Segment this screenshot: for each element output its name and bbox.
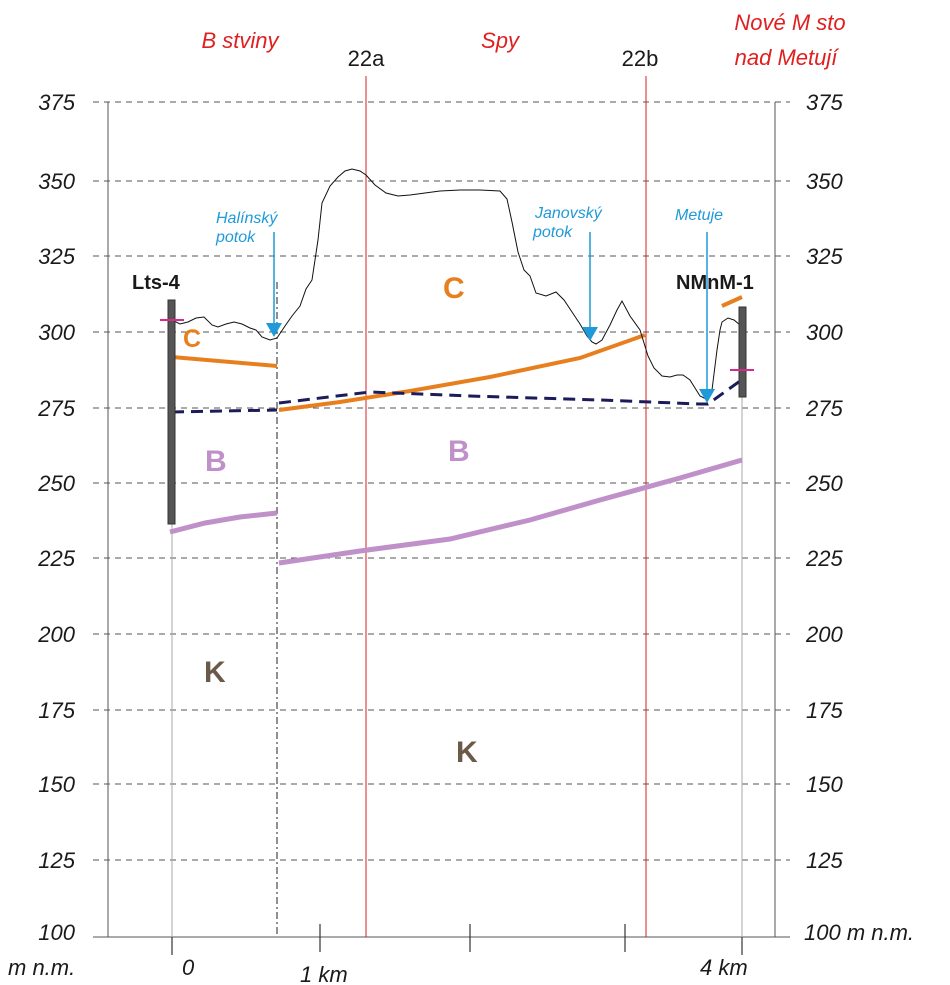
elev-left-150: 150	[38, 772, 75, 797]
elevation-labels-right: 375 350 325 300 275 250 225 200 175 150 …	[804, 90, 914, 945]
borehole-lts-4	[167, 299, 176, 525]
elev-right-300: 300	[806, 320, 843, 345]
unit-label-k-center: K	[456, 736, 478, 769]
elev-left-125: 125	[38, 848, 75, 873]
place-label-middle: Spy	[481, 28, 521, 53]
elev-left-225: 225	[37, 546, 75, 571]
well-label-left: Lts-4	[132, 272, 181, 294]
stream-janovsky: Janovský potok	[532, 205, 603, 341]
axis-unit-right: 100 m n.m.	[804, 920, 914, 945]
elev-right-150: 150	[806, 772, 843, 797]
stream-label-metuje: Metuje	[675, 207, 723, 224]
water-table-right	[278, 379, 741, 406]
elev-left-375: 375	[38, 90, 75, 115]
elev-left-300: 300	[38, 320, 75, 345]
unit-c-base-far-right	[721, 295, 743, 308]
elevation-grid	[93, 101, 790, 938]
unit-label-b-center: B	[448, 435, 470, 468]
unit-label-b-left: B	[205, 445, 227, 478]
elev-left-325: 325	[38, 244, 75, 269]
place-label-right-line1: Nové M sto	[734, 10, 845, 35]
elev-left-100: 100	[38, 920, 75, 945]
water-table-left	[171, 408, 278, 414]
place-label-right-line2: nad Metují	[735, 45, 840, 70]
elev-right-325: 325	[806, 244, 843, 269]
section-label-22a: 22a	[348, 46, 385, 71]
elev-right-375: 375	[806, 90, 843, 115]
stream-label-halinsky-2: potok	[215, 229, 256, 246]
unit-label-c-left: C	[183, 325, 201, 353]
elev-left-250: 250	[37, 471, 75, 496]
elevation-labels-left: 375 350 325 300 275 250 225 200 175 150 …	[8, 90, 76, 980]
elev-right-350: 350	[806, 169, 843, 194]
elev-right-225: 225	[805, 546, 843, 571]
elev-right-250: 250	[805, 471, 843, 496]
elev-right-175: 175	[806, 698, 843, 723]
terrain-profile	[171, 168, 741, 400]
axis-unit-left: m n.m.	[8, 955, 75, 980]
elev-left-275: 275	[37, 396, 75, 421]
distance-label-1km: 1 km	[300, 962, 348, 985]
unit-label-k-left: K	[204, 656, 226, 689]
unit-c-base-right	[278, 333, 646, 412]
elev-left-200: 200	[37, 622, 75, 647]
unit-c-base-left	[171, 355, 278, 368]
well-label-right: NMnM-1	[676, 272, 754, 294]
stream-label-janovsky-2: potok	[532, 224, 573, 241]
stream-halinsky: Halínský potok	[215, 210, 282, 337]
distance-label-4km: 4 km	[700, 955, 748, 980]
stream-metuje: Metuje	[675, 207, 723, 403]
stream-arrow-head-halinsky	[266, 323, 282, 337]
elev-right-200: 200	[805, 622, 843, 647]
borehole-nmnm-1	[738, 306, 747, 398]
elev-right-275: 275	[805, 396, 843, 421]
stream-label-janovsky-1: Janovský	[534, 205, 603, 222]
stream-arrow-head-metuje	[699, 389, 715, 403]
unit-b-base-right	[278, 457, 743, 566]
distance-axis: 0 1 km 4 km	[171, 924, 748, 985]
section-label-22b: 22b	[622, 46, 659, 71]
distance-label-0: 0	[182, 955, 195, 980]
elev-left-350: 350	[38, 169, 75, 194]
unit-b-base-left	[169, 510, 278, 535]
place-label-left: B stviny	[201, 28, 280, 53]
elev-right-125: 125	[806, 848, 843, 873]
stream-label-halinsky-1: Halínský	[216, 210, 278, 227]
stream-arrow-head-janovsky	[582, 327, 598, 341]
unit-label-c-center: C	[443, 272, 465, 305]
elev-left-175: 175	[38, 698, 75, 723]
